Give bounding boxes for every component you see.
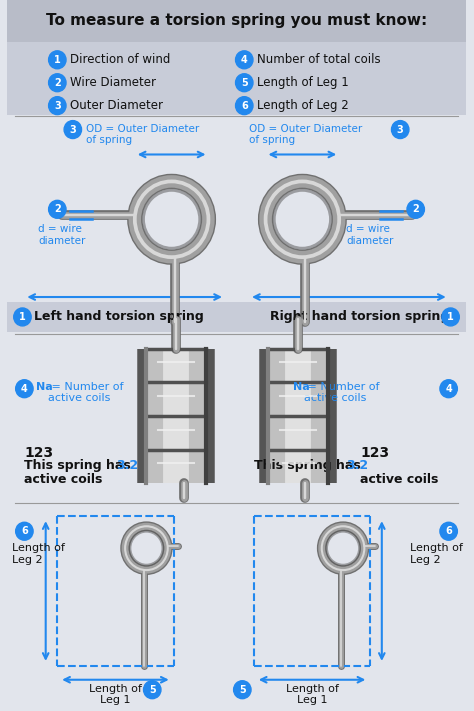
- Text: Length of
Leg 1: Length of Leg 1: [89, 684, 142, 705]
- Text: Outer Diameter: Outer Diameter: [70, 99, 163, 112]
- FancyBboxPatch shape: [7, 302, 466, 332]
- Circle shape: [440, 380, 457, 397]
- Text: 2: 2: [54, 204, 61, 214]
- Text: This spring has: This spring has: [24, 459, 136, 473]
- Circle shape: [49, 50, 66, 69]
- Circle shape: [49, 201, 66, 218]
- Circle shape: [16, 523, 33, 540]
- Text: 1: 1: [19, 312, 26, 322]
- Text: 1: 1: [447, 312, 454, 322]
- Text: active coils: active coils: [361, 474, 439, 486]
- Text: Left hand torsion spring: Left hand torsion spring: [34, 311, 204, 324]
- Text: 5: 5: [149, 685, 155, 695]
- Text: 123: 123: [24, 446, 54, 459]
- Text: Length of Leg 1: Length of Leg 1: [257, 76, 348, 89]
- Circle shape: [392, 121, 409, 139]
- Circle shape: [64, 121, 82, 139]
- Text: 6: 6: [445, 526, 452, 536]
- Circle shape: [236, 74, 253, 92]
- Circle shape: [49, 74, 66, 92]
- Text: 3: 3: [70, 124, 76, 134]
- Text: Length of
Leg 2: Length of Leg 2: [12, 543, 64, 565]
- Text: d = wire
diameter: d = wire diameter: [346, 224, 393, 246]
- Text: 4: 4: [445, 384, 452, 394]
- Text: 5: 5: [241, 77, 247, 87]
- Text: Na: Na: [292, 382, 310, 392]
- Text: OD = Outer Diameter
of spring: OD = Outer Diameter of spring: [86, 124, 200, 145]
- Text: 1: 1: [54, 55, 61, 65]
- Text: 3.2: 3.2: [346, 459, 368, 473]
- Text: 6: 6: [21, 526, 28, 536]
- Circle shape: [442, 308, 459, 326]
- Text: Length of
Leg 2: Length of Leg 2: [410, 543, 463, 565]
- Text: active coils: active coils: [24, 474, 103, 486]
- Text: 4: 4: [241, 55, 247, 65]
- Text: 123: 123: [361, 446, 390, 459]
- FancyBboxPatch shape: [7, 42, 466, 114]
- Text: 5: 5: [239, 685, 246, 695]
- Text: = Number of
active coils: = Number of active coils: [47, 382, 123, 403]
- Text: Length of Leg 2: Length of Leg 2: [257, 99, 348, 112]
- Circle shape: [49, 97, 66, 114]
- Text: OD = Outer Diameter
of spring: OD = Outer Diameter of spring: [249, 124, 362, 145]
- Text: 3.2: 3.2: [117, 459, 138, 473]
- Text: Na: Na: [36, 382, 53, 392]
- Text: d = wire
diameter: d = wire diameter: [38, 224, 85, 246]
- Text: 3: 3: [54, 101, 61, 111]
- Circle shape: [236, 50, 253, 69]
- Text: This spring has: This spring has: [254, 459, 365, 473]
- Text: = Number of
active coils: = Number of active coils: [304, 382, 380, 403]
- Text: Length of
Leg 1: Length of Leg 1: [286, 684, 338, 705]
- Text: 2: 2: [412, 204, 419, 214]
- Circle shape: [236, 97, 253, 114]
- Circle shape: [440, 523, 457, 540]
- Circle shape: [144, 680, 161, 699]
- Text: Direction of wind: Direction of wind: [70, 53, 170, 66]
- Text: Number of total coils: Number of total coils: [257, 53, 381, 66]
- Circle shape: [234, 680, 251, 699]
- FancyBboxPatch shape: [7, 0, 466, 42]
- Text: 4: 4: [21, 384, 28, 394]
- Text: 6: 6: [241, 101, 247, 111]
- Text: Wire Diameter: Wire Diameter: [70, 76, 156, 89]
- Text: 3: 3: [397, 124, 403, 134]
- Circle shape: [407, 201, 424, 218]
- Text: Right hand torsion spring: Right hand torsion spring: [270, 311, 450, 324]
- Text: To measure a torsion spring you must know:: To measure a torsion spring you must kno…: [46, 14, 427, 28]
- Circle shape: [16, 380, 33, 397]
- Text: 2: 2: [54, 77, 61, 87]
- Circle shape: [14, 308, 31, 326]
